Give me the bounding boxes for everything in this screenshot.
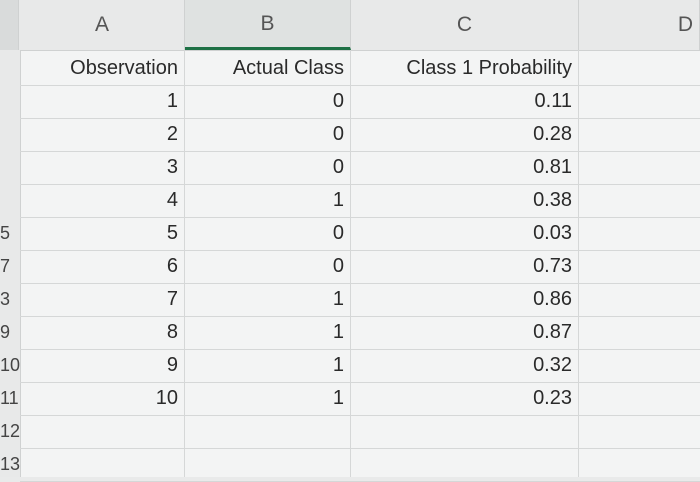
grid-line (20, 448, 700, 449)
cell-actual-class[interactable]: 1 (332, 387, 344, 409)
cell-class-1-probability[interactable]: 0.11 (534, 90, 572, 112)
cell-observation[interactable]: 6 (166, 255, 178, 277)
cell-actual-class[interactable]: 0 (332, 222, 344, 244)
row-header[interactable]: 11 (0, 388, 19, 408)
column-header-d[interactable]: D (579, 0, 700, 50)
cell-observation[interactable]: 2 (166, 123, 178, 145)
column-header-a[interactable]: A (20, 0, 185, 50)
cell-class-1-probability[interactable]: 0.81 (533, 156, 572, 178)
grid-line (20, 250, 700, 251)
cell-observation[interactable]: 9 (166, 354, 178, 376)
cell-observation[interactable]: 1 (166, 90, 178, 112)
row-header[interactable]: 7 (0, 256, 11, 276)
cell-actual-class[interactable]: 0 (332, 255, 344, 277)
row-header[interactable]: 12 (0, 421, 20, 441)
cell-class-1-probability[interactable]: 0.32 (533, 354, 572, 376)
select-all-corner[interactable] (0, 0, 19, 50)
cell-actual-class[interactable]: 1 (332, 189, 344, 211)
grid-line (20, 118, 700, 119)
column-header-b[interactable]: B (185, 0, 351, 50)
cell-class-1-probability[interactable]: 0.03 (533, 222, 572, 244)
row-header[interactable] (0, 184, 20, 217)
row-header[interactable]: 5 (0, 223, 11, 243)
grid-line (20, 349, 700, 350)
row-header[interactable] (0, 52, 20, 85)
column-header-c[interactable]: C (351, 0, 579, 50)
cell-actual-class[interactable]: 1 (332, 354, 344, 376)
row-header-gutter (0, 50, 21, 477)
grid-line (20, 415, 700, 416)
row-header[interactable] (0, 118, 20, 151)
row-header[interactable] (0, 85, 20, 118)
row-header[interactable]: 13 (0, 454, 20, 474)
cell-actual-class[interactable]: 0 (332, 90, 344, 112)
column-header-bar: A B C D (0, 0, 700, 51)
header-class-1-probability[interactable]: Class 1 Probability (406, 57, 572, 79)
row-header[interactable]: 9 (0, 322, 11, 342)
cell-class-1-probability[interactable]: 0.86 (533, 288, 572, 310)
grid-line (20, 151, 700, 152)
cell-observation[interactable]: 7 (166, 288, 178, 310)
row-header[interactable] (0, 151, 20, 184)
cell-actual-class[interactable]: 1 (332, 321, 344, 343)
cell-actual-class[interactable]: 0 (332, 156, 344, 178)
grid-line (20, 283, 700, 284)
grid-line (578, 50, 579, 477)
row-header[interactable]: 3 (0, 289, 11, 309)
cell-class-1-probability[interactable]: 0.38 (533, 189, 572, 211)
grid-line (20, 217, 700, 218)
grid-line (20, 316, 700, 317)
row-header[interactable]: 10 (0, 355, 20, 375)
cell-actual-class[interactable]: 1 (332, 288, 344, 310)
cell-class-1-probability[interactable]: 0.73 (533, 255, 572, 277)
cell-observation[interactable]: 10 (155, 387, 178, 409)
grid-line (350, 50, 351, 477)
cell-class-1-probability[interactable]: 0.28 (533, 123, 572, 145)
cell-observation[interactable]: 4 (166, 189, 178, 211)
cell-class-1-probability[interactable]: 0.23 (533, 387, 572, 409)
header-observation[interactable]: Observation (70, 57, 178, 79)
cell-observation[interactable]: 5 (166, 222, 178, 244)
grid-line (20, 382, 700, 383)
grid-line (20, 85, 700, 86)
header-actual-class[interactable]: Actual Class (232, 57, 344, 79)
grid-line (184, 50, 185, 477)
cell-observation[interactable]: 3 (166, 156, 178, 178)
cell-observation[interactable]: 8 (166, 321, 178, 343)
grid-line (20, 184, 700, 185)
cell-class-1-probability[interactable]: 0.87 (533, 321, 572, 343)
cell-actual-class[interactable]: 0 (332, 123, 344, 145)
